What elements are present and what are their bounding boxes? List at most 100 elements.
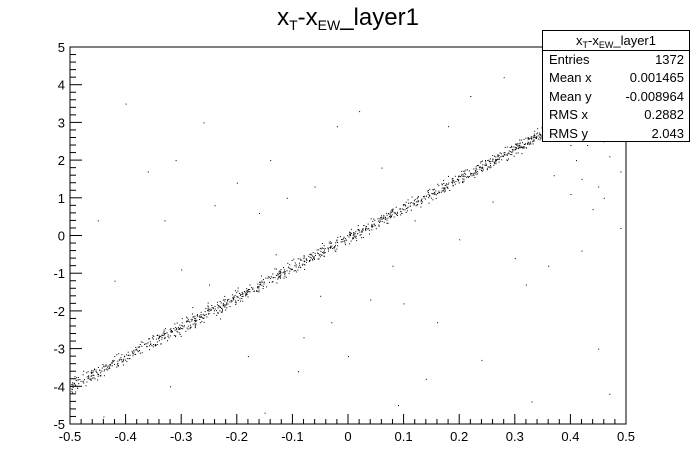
data-point	[371, 225, 373, 227]
data-point	[401, 212, 403, 214]
data-point	[490, 166, 492, 168]
data-point	[413, 203, 415, 205]
data-point	[380, 217, 381, 219]
data-point	[323, 245, 325, 247]
data-point	[139, 350, 140, 351]
data-point	[252, 288, 254, 290]
data-point	[274, 268, 276, 270]
data-point	[463, 175, 465, 177]
data-point	[318, 254, 320, 256]
data-point	[492, 155, 494, 156]
data-point	[208, 310, 210, 312]
data-point	[435, 197, 437, 199]
y-tick-label: -5	[53, 417, 65, 432]
data-point	[123, 359, 124, 361]
data-point	[161, 338, 163, 340]
data-point	[190, 324, 192, 326]
data-point	[498, 154, 500, 156]
data-point	[427, 190, 429, 192]
data-point	[357, 225, 359, 227]
data-point	[258, 287, 260, 289]
data-point	[392, 210, 394, 212]
data-point	[299, 262, 300, 264]
data-point	[246, 288, 248, 290]
data-point	[173, 328, 175, 329]
data-point	[194, 322, 196, 324]
data-point	[521, 153, 523, 155]
data-point	[362, 229, 364, 231]
data-point	[407, 199, 409, 201]
data-point	[263, 279, 264, 281]
data-point	[570, 194, 572, 195]
data-point	[417, 197, 419, 198]
data-point	[361, 230, 363, 232]
data-point	[278, 274, 280, 276]
data-point	[362, 229, 364, 231]
data-point	[328, 250, 329, 252]
data-point	[440, 191, 442, 193]
data-point	[452, 185, 454, 187]
data-point	[371, 226, 373, 228]
data-point	[321, 247, 323, 249]
data-point	[97, 379, 99, 381]
data-point	[482, 166, 484, 168]
data-point	[528, 142, 530, 144]
data-point	[259, 284, 261, 286]
data-point	[581, 178, 583, 180]
data-point	[191, 319, 193, 321]
data-point	[191, 313, 193, 315]
data-point	[211, 307, 213, 309]
data-point	[187, 320, 189, 322]
data-point	[155, 344, 157, 346]
data-point	[312, 252, 314, 254]
data-point	[485, 160, 486, 161]
data-point	[477, 173, 479, 175]
data-point	[541, 127, 543, 129]
x-tick-label: 0.3	[506, 429, 524, 444]
data-point	[279, 270, 281, 272]
data-point	[511, 151, 513, 153]
data-point	[387, 217, 389, 219]
data-point	[272, 273, 274, 275]
data-point	[311, 254, 313, 256]
data-point	[221, 311, 223, 313]
data-point	[162, 332, 164, 334]
data-point	[428, 197, 430, 199]
title-tail: _layer1	[340, 4, 419, 31]
data-point	[118, 353, 120, 355]
data-point	[529, 143, 530, 145]
data-point	[466, 176, 468, 178]
data-point	[141, 345, 143, 347]
data-point	[476, 171, 478, 173]
data-point	[484, 164, 486, 166]
data-point	[530, 136, 532, 138]
data-point	[431, 192, 433, 194]
data-point	[368, 228, 370, 230]
data-point	[343, 240, 345, 242]
data-point	[194, 315, 196, 317]
data-point	[192, 323, 194, 325]
data-point	[200, 314, 202, 316]
data-point	[101, 370, 103, 372]
data-point	[428, 202, 430, 204]
data-point	[270, 278, 272, 280]
data-point	[481, 160, 483, 162]
data-point	[495, 161, 497, 163]
data-point	[101, 367, 103, 369]
data-point	[522, 146, 524, 148]
data-point	[448, 182, 450, 184]
data-point	[79, 378, 81, 380]
data-point	[283, 267, 284, 269]
data-point	[537, 135, 539, 137]
data-point	[570, 145, 572, 146]
data-point	[262, 281, 264, 283]
data-point	[91, 372, 93, 374]
data-point	[116, 363, 118, 365]
data-point	[514, 148, 516, 150]
data-point	[222, 303, 224, 305]
data-point	[262, 285, 264, 287]
data-point	[259, 281, 261, 283]
data-point	[352, 236, 354, 238]
data-point	[132, 353, 134, 355]
data-point	[237, 290, 239, 292]
